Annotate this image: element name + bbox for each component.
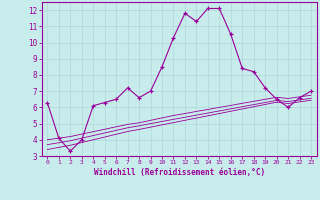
X-axis label: Windchill (Refroidissement éolien,°C): Windchill (Refroidissement éolien,°C) bbox=[94, 168, 265, 177]
